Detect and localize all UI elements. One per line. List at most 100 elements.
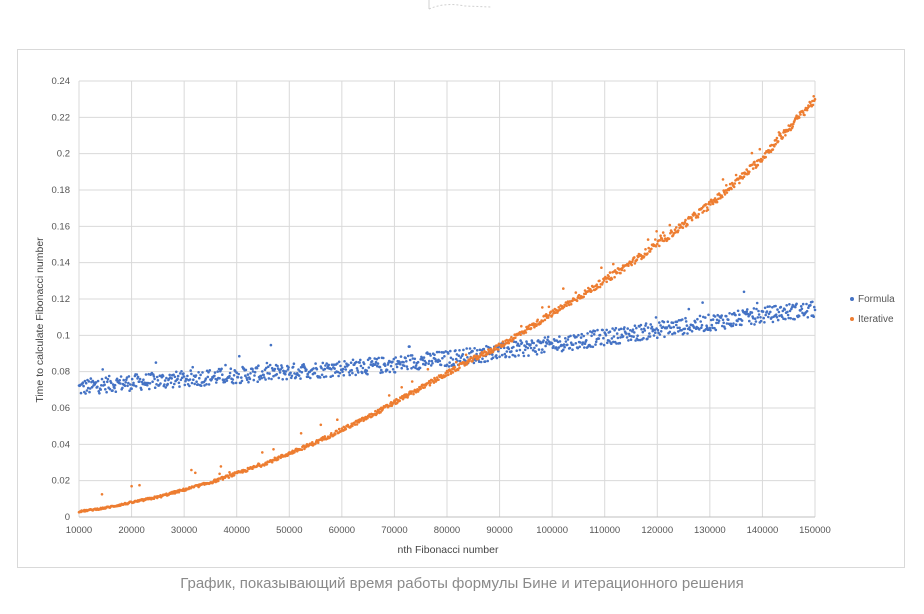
data-point: [447, 373, 450, 377]
data-point: [418, 366, 422, 370]
series-formula: [77, 290, 817, 395]
data-point: [742, 175, 746, 178]
data-point: [374, 360, 378, 364]
data-point: [530, 339, 534, 342]
data-point: [769, 310, 772, 314]
x-tick-label: 20000: [118, 525, 144, 536]
data-point: [787, 316, 790, 320]
data-point: [656, 336, 659, 340]
data-point: [190, 468, 193, 472]
data-point: [623, 269, 626, 272]
data-point: [646, 337, 649, 341]
data-point: [456, 368, 460, 372]
data-point: [138, 377, 142, 381]
data-point: [671, 332, 674, 336]
data-point: [143, 381, 146, 385]
data-point: [512, 345, 515, 349]
data-point: [600, 266, 603, 269]
data-point: [135, 373, 139, 376]
series-iterative: [77, 95, 817, 514]
data-point: [771, 306, 774, 309]
data-point: [238, 354, 241, 358]
data-point: [408, 358, 412, 362]
data-point: [161, 374, 165, 378]
data-point: [618, 341, 622, 345]
data-point: [615, 342, 618, 345]
data-point: [85, 389, 89, 392]
data-point: [518, 344, 521, 348]
figure-caption: График, показывающий время работы формул…: [180, 575, 744, 592]
data-point: [560, 304, 564, 308]
data-point: [613, 329, 616, 332]
data-point: [687, 307, 691, 311]
data-point: [652, 334, 656, 337]
data-point: [461, 353, 465, 356]
data-point: [393, 400, 397, 403]
data-point: [759, 316, 762, 319]
data-point: [262, 373, 265, 377]
data-point: [667, 324, 671, 328]
x-axis-label: nth Fibonacci number: [398, 544, 499, 556]
data-point: [148, 382, 152, 385]
data-point: [630, 263, 633, 267]
data-point: [350, 368, 354, 372]
data-point: [531, 349, 535, 352]
data-point: [190, 381, 194, 385]
data-point: [399, 362, 402, 366]
data-point: [273, 367, 277, 371]
data-point: [662, 239, 666, 243]
data-point: [451, 371, 455, 374]
data-point: [518, 348, 522, 352]
data-point: [468, 347, 472, 350]
data-point: [799, 113, 802, 116]
data-point: [775, 136, 779, 140]
data-point: [402, 396, 405, 400]
data-point: [602, 336, 605, 340]
data-point: [654, 331, 657, 335]
data-point: [208, 369, 212, 372]
data-point: [522, 332, 526, 335]
data-point: [136, 375, 140, 379]
data-point: [366, 416, 369, 420]
data-point: [159, 382, 162, 385]
data-point: [636, 255, 640, 259]
data-point: [182, 372, 185, 375]
data-point: [106, 380, 109, 384]
data-point: [454, 349, 457, 352]
data-point: [188, 384, 191, 388]
data-point: [811, 103, 815, 107]
data-point: [711, 326, 714, 330]
data-point: [142, 378, 145, 382]
data-point: [706, 208, 710, 211]
data-point: [579, 336, 583, 339]
data-point: [514, 336, 517, 340]
data-point: [758, 147, 762, 151]
data-point: [501, 340, 505, 344]
data-point: [610, 342, 613, 346]
data-point: [221, 373, 224, 377]
data-point: [678, 326, 681, 330]
data-point: [389, 401, 393, 404]
data-point: [776, 308, 779, 311]
data-point: [646, 252, 649, 255]
data-point: [709, 203, 712, 206]
data-point: [730, 181, 734, 185]
data-point: [546, 338, 549, 342]
data-point: [404, 356, 407, 360]
data-point: [114, 390, 118, 394]
x-axis-ticks: 10000 20000 30000 40000 50000 60000 70000 80000…: [66, 525, 831, 536]
data-point: [421, 358, 425, 362]
data-point: [405, 360, 408, 363]
data-point: [257, 364, 260, 368]
data-point: [336, 370, 340, 374]
data-point: [97, 390, 100, 393]
data-point: [763, 321, 766, 324]
data-point: [409, 392, 413, 395]
data-point: [700, 326, 703, 330]
data-point: [258, 378, 261, 381]
data-point: [129, 383, 132, 386]
data-point: [367, 366, 371, 369]
data-point: [127, 381, 130, 385]
data-point: [263, 368, 267, 372]
data-point: [625, 332, 628, 335]
